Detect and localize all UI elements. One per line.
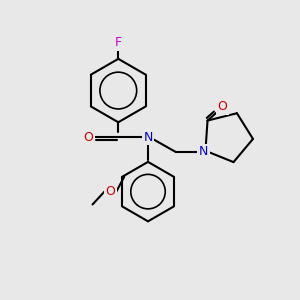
Text: O: O [105, 185, 115, 198]
Text: O: O [84, 130, 94, 144]
Text: N: N [143, 130, 153, 144]
Text: F: F [115, 37, 122, 50]
Text: O: O [218, 100, 227, 113]
Text: N: N [199, 146, 208, 158]
